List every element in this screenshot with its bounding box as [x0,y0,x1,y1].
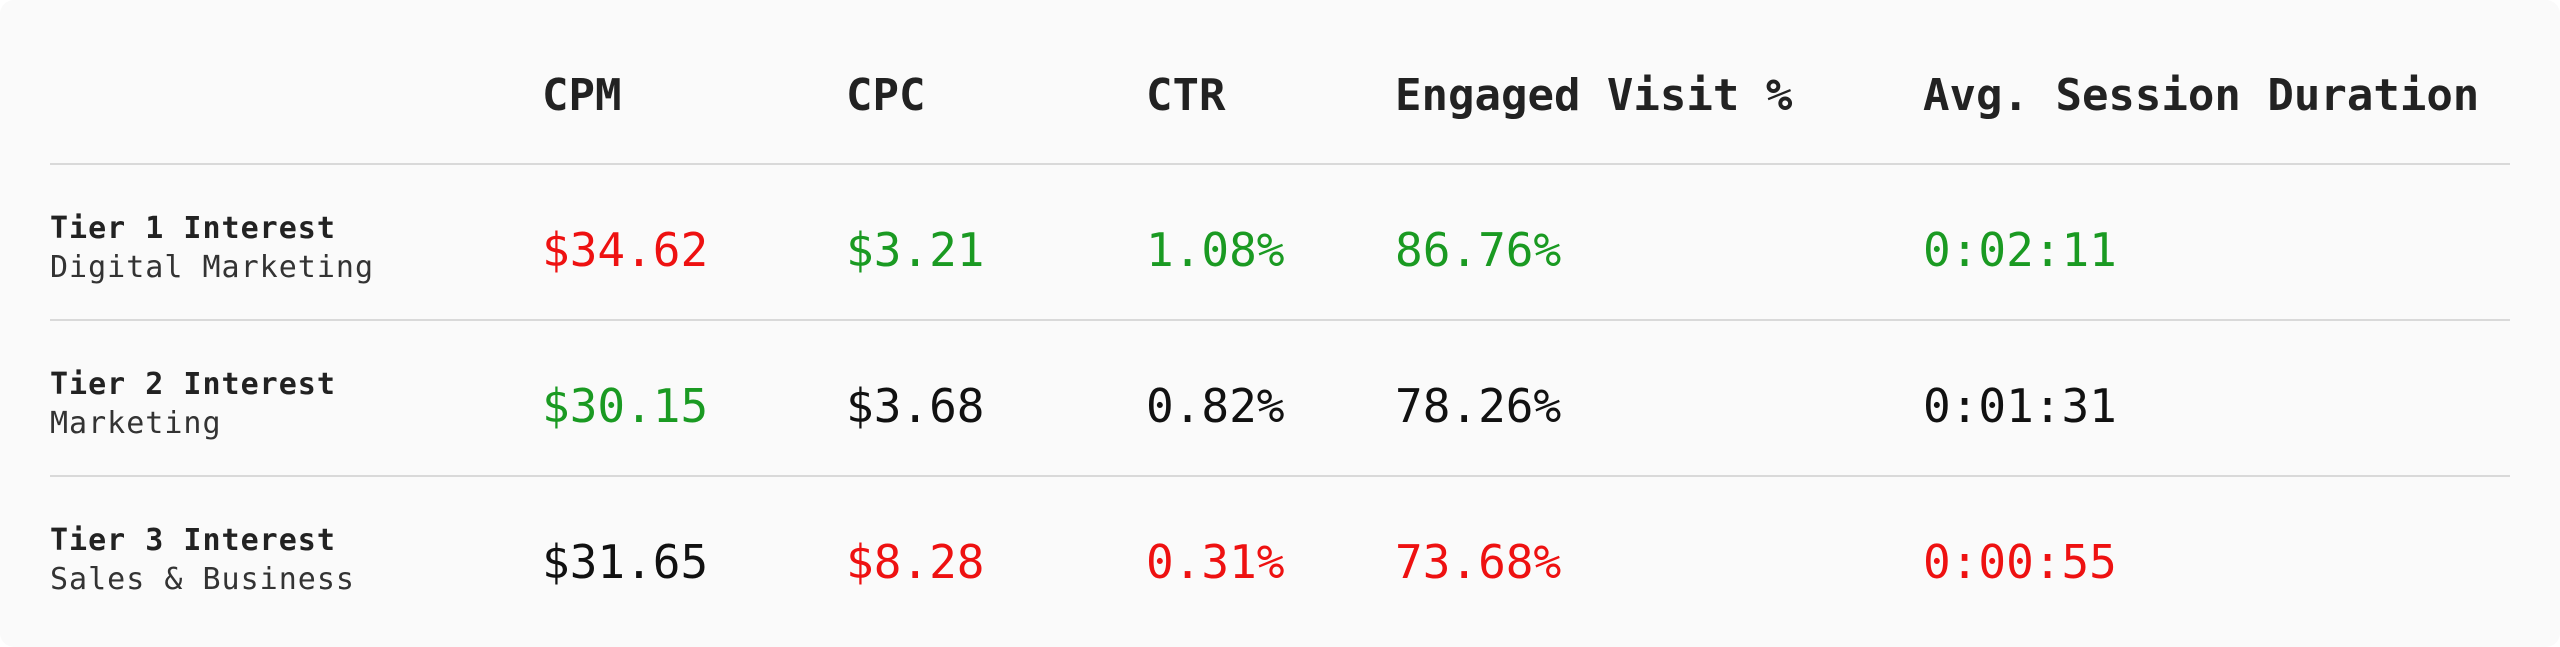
ctr-value: 0.31% [1146,535,1285,589]
tier-label: Tier 1 Interest [50,211,336,246]
engaged-visit-value: 86.76% [1395,223,1562,277]
column-header-avg-session-duration: Avg. Session Duration [1923,70,2480,121]
column-header-cpc: CPC [846,70,926,121]
cpm-value: $31.65 [542,535,709,589]
session-duration-value: 0:00:55 [1923,535,2117,589]
column-header-ctr: CTR [1146,70,1226,121]
table-row: Tier 3 Interest Sales & Business $31.65 … [50,477,2510,631]
column-header-engaged-visit: Engaged Visit % [1395,70,1793,121]
tier-label: Tier 3 Interest [50,523,336,558]
cpc-value: $3.68 [846,379,985,433]
tier-label: Tier 2 Interest [50,367,336,402]
category-label: Marketing [50,406,222,441]
row-label: Tier 2 Interest Marketing [50,367,336,441]
row-label: Tier 3 Interest Sales & Business [50,523,355,597]
table-row: Tier 1 Interest Digital Marketing $34.62… [50,165,2510,321]
table-header: CPM CPC CTR Engaged Visit % Avg. Session… [50,0,2510,165]
metrics-table: CPM CPC CTR Engaged Visit % Avg. Session… [50,0,2510,631]
session-duration-value: 0:02:11 [1923,223,2117,277]
category-label: Sales & Business [50,562,355,597]
category-label: Digital Marketing [50,250,375,285]
cpc-value: $3.21 [846,223,985,277]
cpm-value: $30.15 [542,379,709,433]
session-duration-value: 0:01:31 [1923,379,2117,433]
engaged-visit-value: 73.68% [1395,535,1562,589]
table-row: Tier 2 Interest Marketing $30.15 $3.68 0… [50,321,2510,477]
ctr-value: 0.82% [1146,379,1285,433]
ctr-value: 1.08% [1146,223,1285,277]
cpc-value: $8.28 [846,535,985,589]
engaged-visit-value: 78.26% [1395,379,1562,433]
column-header-cpm: CPM [542,70,622,121]
cpm-value: $34.62 [542,223,709,277]
row-label: Tier 1 Interest Digital Marketing [50,211,374,285]
